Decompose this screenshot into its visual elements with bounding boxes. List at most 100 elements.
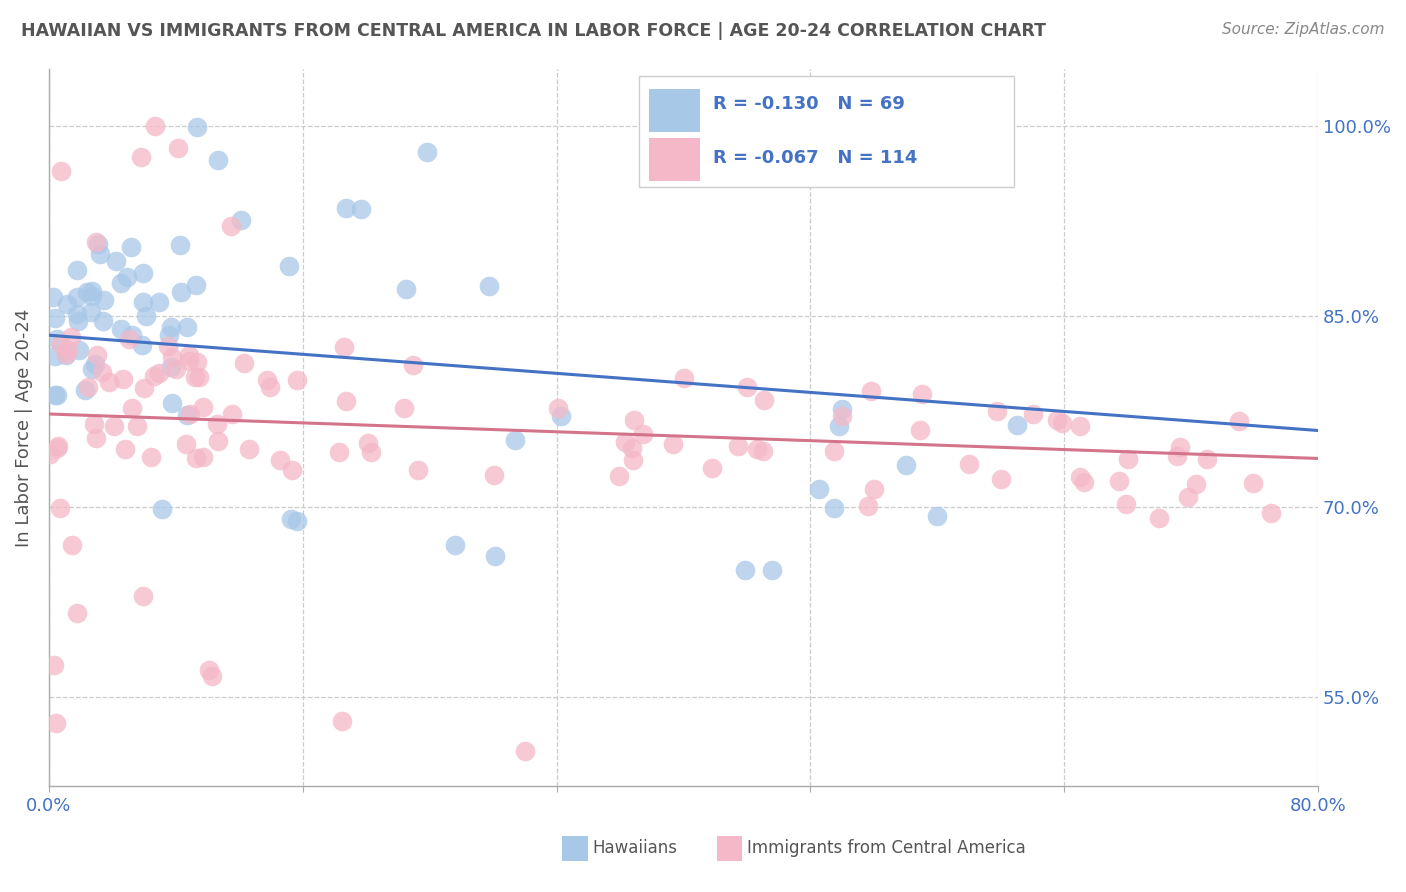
Point: [66, 314, 89, 328]
Point: [547, 401, 569, 416]
Point: [174, 437, 197, 451]
Point: [394, 401, 416, 416]
Point: [1149, 511, 1171, 525]
Point: [176, 320, 198, 334]
Text: R = -0.067   N = 114: R = -0.067 N = 114: [713, 149, 917, 167]
Point: [148, 366, 170, 380]
Point: [863, 482, 886, 496]
Point: [256, 373, 278, 387]
FancyBboxPatch shape: [640, 76, 1014, 187]
Point: [1177, 490, 1199, 504]
Point: [207, 153, 229, 168]
Point: [93, 293, 115, 307]
Point: [219, 219, 242, 234]
Point: [503, 434, 526, 448]
Point: [402, 359, 425, 373]
Point: [56, 297, 79, 311]
Point: [60, 330, 83, 344]
Point: [259, 379, 281, 393]
Point: [1046, 412, 1069, 426]
Point: [188, 370, 211, 384]
Point: [60, 538, 83, 552]
Point: [1115, 497, 1137, 511]
Point: [110, 276, 132, 290]
Point: [160, 320, 183, 334]
Point: [104, 254, 127, 268]
Point: [229, 213, 252, 227]
Point: [45, 716, 67, 731]
Point: [44, 658, 66, 673]
Point: [910, 387, 932, 401]
Point: [238, 442, 260, 457]
Point: [160, 351, 183, 365]
Text: R = -0.130   N = 69: R = -0.130 N = 69: [713, 95, 904, 113]
Point: [700, 460, 723, 475]
Point: [908, 423, 931, 437]
Point: [67, 343, 90, 357]
Point: [1021, 407, 1043, 421]
Point: [1073, 475, 1095, 489]
Point: [752, 393, 775, 408]
Text: Immigrants from Central America: Immigrants from Central America: [747, 839, 1025, 857]
Point: [76, 380, 98, 394]
Point: [87, 236, 110, 251]
Point: [177, 354, 200, 368]
Point: [1197, 451, 1219, 466]
Text: Hawaiians: Hawaiians: [592, 839, 676, 857]
Point: [125, 419, 148, 434]
Point: [1069, 470, 1091, 484]
Point: [103, 419, 125, 434]
Point: [145, 119, 167, 133]
Point: [98, 376, 121, 390]
Point: [894, 458, 917, 472]
Point: [66, 262, 89, 277]
Point: [620, 442, 643, 456]
Point: [39, 448, 62, 462]
Point: [44, 387, 66, 401]
Point: [132, 589, 155, 603]
Point: [484, 549, 506, 563]
Point: [221, 407, 243, 421]
Point: [186, 355, 208, 369]
Point: [121, 328, 143, 343]
Point: [609, 469, 631, 483]
Point: [478, 279, 501, 293]
Point: [631, 427, 654, 442]
Point: [76, 285, 98, 300]
Point: [135, 310, 157, 324]
Point: [46, 332, 69, 346]
Point: [139, 450, 162, 464]
Point: [986, 404, 1008, 418]
Point: [167, 141, 190, 155]
Point: [1050, 416, 1073, 430]
Text: Source: ZipAtlas.com: Source: ZipAtlas.com: [1222, 22, 1385, 37]
Point: [90, 365, 112, 379]
Point: [55, 347, 77, 361]
Point: [734, 563, 756, 577]
Point: [112, 372, 135, 386]
Point: [198, 664, 221, 678]
Point: [89, 246, 111, 260]
Point: [160, 359, 183, 374]
Point: [285, 373, 308, 387]
Point: [110, 322, 132, 336]
Point: [75, 383, 97, 397]
Point: [45, 388, 67, 402]
Point: [205, 417, 228, 431]
Point: [169, 237, 191, 252]
Point: [1069, 418, 1091, 433]
Point: [406, 463, 429, 477]
Point: [672, 371, 695, 385]
Point: [621, 452, 644, 467]
Point: [179, 348, 201, 362]
Point: [66, 606, 89, 620]
Point: [58, 343, 80, 357]
Point: [1108, 474, 1130, 488]
Point: [44, 349, 66, 363]
Point: [335, 202, 357, 216]
Point: [143, 369, 166, 384]
Point: [823, 501, 845, 516]
Point: [1241, 475, 1264, 490]
Point: [927, 508, 949, 523]
Point: [132, 381, 155, 395]
